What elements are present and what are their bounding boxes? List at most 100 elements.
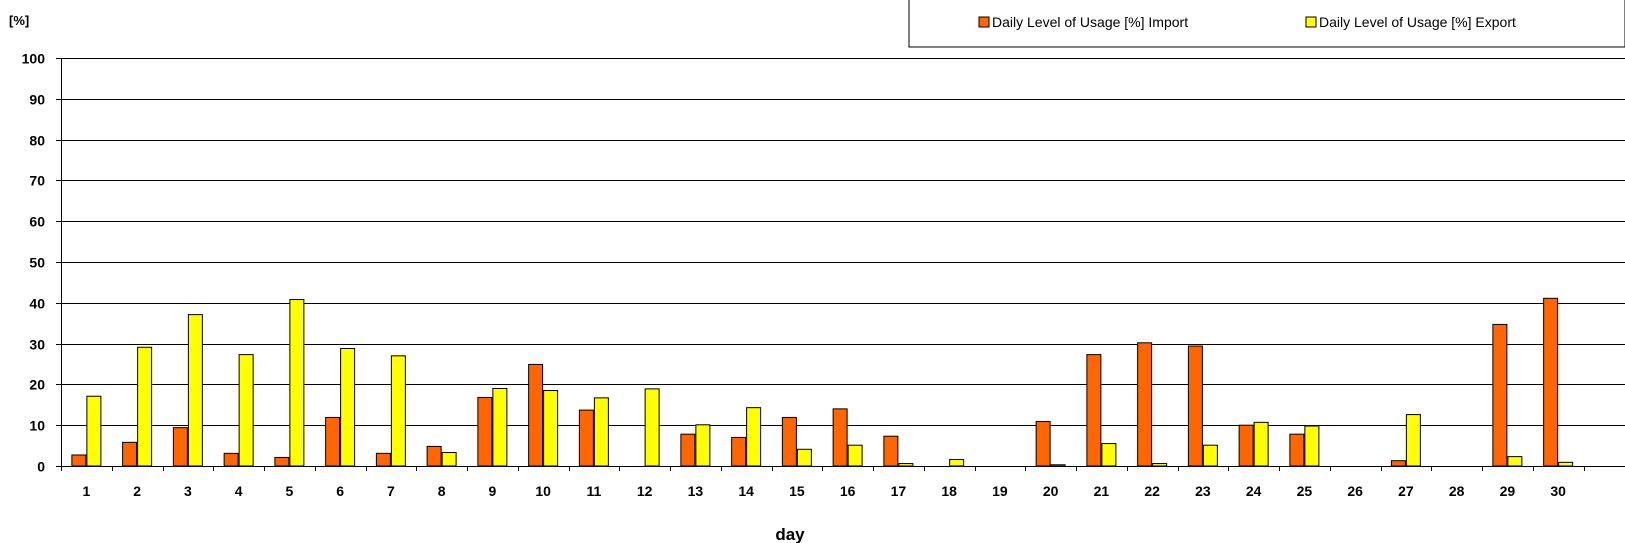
legend-label-export: Daily Level of Usage [%] Export: [1319, 14, 1516, 30]
x-axis-title: day: [775, 525, 805, 543]
x-tick-label: 30: [1550, 483, 1566, 499]
bar-import-day-5: [274, 456, 290, 467]
bar-export-day-1: [86, 395, 102, 467]
y-tick-label: 100: [22, 51, 46, 67]
x-tick-label: 25: [1297, 483, 1313, 499]
bar-export-day-29: [1507, 456, 1523, 467]
bar-export-day-27: [1405, 414, 1421, 467]
y-axis-unit-label: [%]: [9, 13, 29, 28]
bar-export-day-30: [1558, 461, 1574, 467]
gridlines: [61, 58, 1625, 426]
x-tick-label: 13: [688, 483, 704, 499]
y-tick-label: 0: [37, 459, 45, 475]
bar-export-day-22: [1152, 463, 1168, 467]
x-tick-label: 12: [637, 483, 653, 499]
y-tick-label: 90: [29, 92, 45, 108]
bar-export-day-3: [187, 314, 203, 467]
bar-export-day-16: [847, 444, 863, 467]
bar-import-day-29: [1492, 323, 1508, 467]
x-tick-label: 1: [82, 483, 90, 499]
bar-import-day-10: [528, 363, 544, 467]
x-tick-label: 20: [1043, 483, 1059, 499]
x-tick-label: 9: [488, 483, 496, 499]
bar-import-day-23: [1187, 345, 1203, 467]
bar-import-day-11: [578, 409, 594, 467]
bar-export-day-4: [238, 354, 254, 467]
x-tick-label: 15: [789, 483, 805, 499]
x-tick-label: 22: [1144, 483, 1160, 499]
x-tick-label: 14: [738, 483, 754, 499]
bar-export-day-13: [695, 424, 711, 467]
bar-import-day-9: [477, 396, 493, 467]
x-tick-label: 17: [891, 483, 907, 499]
bar-import-day-2: [122, 441, 138, 467]
bar-export-day-20: [1050, 464, 1066, 467]
y-tick-label: 10: [29, 418, 45, 434]
bar-export-day-10: [543, 390, 559, 467]
bar-import-day-15: [781, 416, 797, 467]
bars: [71, 297, 1574, 467]
bar-export-day-12: [644, 388, 660, 467]
bar-import-day-21: [1086, 354, 1102, 467]
legend-swatch-export: [1305, 16, 1317, 28]
bar-export-day-23: [1202, 444, 1218, 467]
bar-export-day-5: [289, 299, 305, 467]
bar-import-day-17: [883, 435, 899, 467]
x-tick-label: 4: [235, 483, 243, 499]
x-tick-label: 2: [133, 483, 141, 499]
x-tick-label: 10: [535, 483, 551, 499]
bar-import-day-7: [375, 452, 391, 467]
bar-export-day-8: [441, 452, 457, 467]
bar-import-day-14: [731, 436, 747, 467]
x-tick-label: 16: [840, 483, 856, 499]
bar-export-day-15: [796, 448, 812, 467]
x-tick-label: 27: [1398, 483, 1414, 499]
bar-export-day-21: [1101, 443, 1117, 467]
bar-export-day-25: [1304, 425, 1320, 467]
x-tick-label: 11: [586, 483, 601, 499]
bar-export-day-14: [746, 407, 762, 467]
x-tick-label: 6: [336, 483, 344, 499]
y-tick-label: 30: [29, 337, 45, 353]
bar-import-day-30: [1543, 297, 1559, 467]
x-tick-label: 28: [1449, 483, 1465, 499]
bar-import-day-20: [1035, 421, 1051, 467]
bar-import-day-8: [426, 445, 442, 467]
y-tick-labels: 0 10 20 30 40 50 60 70 80 90 100: [22, 51, 61, 475]
y-tick-label: 50: [29, 255, 45, 271]
x-tick-labels: 1 2 3 4 5 6 7 8 9 10 11 12 13 14 15 16 17 18 19 20 21 22 23 24 2…: [61, 466, 1585, 499]
bar-export-day-18: [949, 458, 965, 467]
bar-import-day-24: [1238, 424, 1254, 467]
x-tick-label: 24: [1246, 483, 1262, 499]
y-tick-label: 80: [29, 133, 45, 149]
y-tick-label: 20: [29, 377, 45, 393]
x-tick-label: 7: [387, 483, 395, 499]
bar-import-day-16: [832, 408, 848, 467]
x-tick-label: 21: [1094, 483, 1110, 499]
legend-label-import: Daily Level of Usage [%] Import: [992, 14, 1188, 30]
x-tick-label: 5: [285, 483, 293, 499]
x-tick-label: 18: [941, 483, 957, 499]
bar-export-day-24: [1253, 421, 1269, 467]
y-tick-label: 70: [29, 173, 45, 189]
bar-import-day-25: [1289, 433, 1305, 467]
y-tick-label: 60: [29, 214, 45, 230]
bar-export-day-6: [340, 347, 356, 467]
bar-import-day-22: [1137, 342, 1153, 467]
legend: Daily Level of Usage [%] Import Daily Le…: [908, 0, 1625, 48]
bar-import-day-3: [172, 427, 188, 467]
legend-frame: [908, 0, 1625, 48]
bar-import-day-1: [71, 454, 87, 467]
x-tick-label: 23: [1195, 483, 1211, 499]
x-tick-label: 29: [1500, 483, 1516, 499]
bar-import-day-27: [1390, 460, 1406, 467]
x-tick-label: 3: [184, 483, 192, 499]
x-tick-label: 8: [438, 483, 446, 499]
axes: [61, 58, 1625, 467]
y-tick-label: 40: [29, 296, 45, 312]
x-tick-label: 19: [992, 483, 1008, 499]
x-tick-label: 26: [1347, 483, 1363, 499]
bar-export-day-7: [390, 355, 406, 467]
bar-import-day-4: [223, 452, 239, 467]
